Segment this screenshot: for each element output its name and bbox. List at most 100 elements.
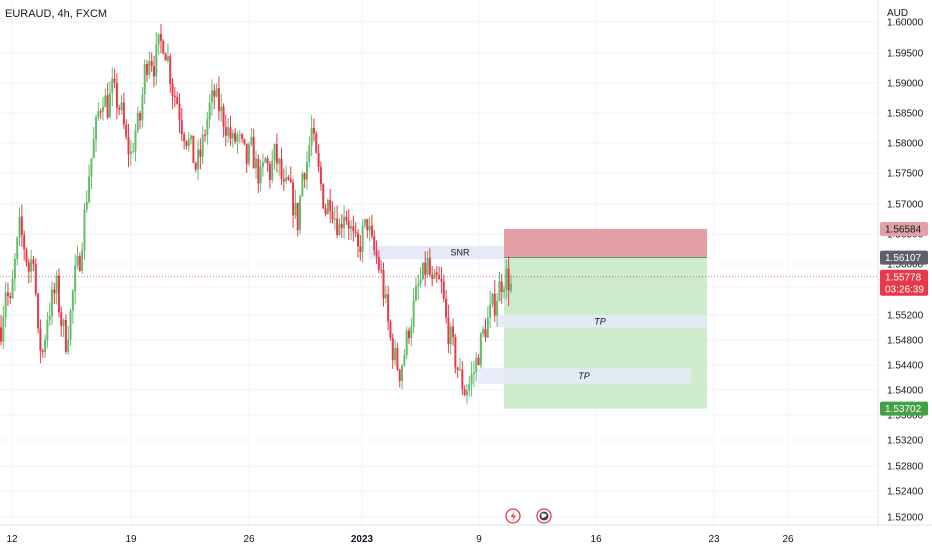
candle[interactable] <box>238 129 241 144</box>
candle[interactable] <box>57 268 60 318</box>
candle[interactable] <box>85 189 88 213</box>
candle[interactable] <box>259 159 262 192</box>
candle[interactable] <box>194 161 197 173</box>
candle[interactable] <box>111 67 114 107</box>
candle[interactable] <box>373 230 376 256</box>
candle[interactable] <box>25 247 28 267</box>
candle[interactable] <box>250 127 253 147</box>
candle[interactable] <box>477 353 480 366</box>
candle[interactable] <box>419 266 422 288</box>
candle[interactable] <box>210 79 213 116</box>
candle[interactable] <box>6 282 9 306</box>
candle[interactable] <box>336 205 339 238</box>
candle[interactable] <box>229 115 232 146</box>
candle[interactable] <box>74 253 77 305</box>
candle[interactable] <box>162 39 165 55</box>
candle[interactable] <box>67 325 70 355</box>
candle[interactable] <box>447 304 450 354</box>
candle[interactable] <box>185 140 188 150</box>
candle[interactable] <box>463 385 466 397</box>
candle[interactable] <box>398 368 401 388</box>
candle[interactable] <box>222 103 225 138</box>
candle[interactable] <box>227 117 230 143</box>
candle[interactable] <box>236 131 239 154</box>
candle[interactable] <box>141 87 144 128</box>
candle[interactable] <box>169 53 172 93</box>
candle[interactable] <box>102 96 104 121</box>
candle[interactable] <box>278 157 281 176</box>
candle[interactable] <box>60 306 63 337</box>
candle[interactable] <box>204 129 206 142</box>
candle[interactable] <box>178 93 181 134</box>
candle[interactable] <box>129 139 132 167</box>
candle[interactable] <box>118 104 121 116</box>
candle[interactable] <box>231 129 234 148</box>
candle[interactable] <box>0 314 2 346</box>
candle[interactable] <box>136 106 139 134</box>
candle[interactable] <box>76 245 79 270</box>
globe-event-icon[interactable] <box>536 508 552 524</box>
stop-price-tag[interactable]: 1.56584 <box>880 221 928 236</box>
candle[interactable] <box>206 111 209 145</box>
candle[interactable] <box>41 348 44 358</box>
entry-price-tag[interactable]: 1.56107 <box>880 250 928 265</box>
candle[interactable] <box>55 270 58 305</box>
candle[interactable] <box>331 201 334 224</box>
candle[interactable] <box>48 302 51 327</box>
candle[interactable] <box>143 59 146 105</box>
candle[interactable] <box>322 183 325 210</box>
tp-zone[interactable] <box>497 315 707 328</box>
candle[interactable] <box>465 384 468 404</box>
candle[interactable] <box>20 204 23 247</box>
candle[interactable] <box>493 280 496 323</box>
candle[interactable] <box>350 219 353 241</box>
candle[interactable] <box>394 339 397 366</box>
candle[interactable] <box>32 255 35 272</box>
candle[interactable] <box>428 247 431 277</box>
candle[interactable] <box>27 258 30 284</box>
candle[interactable] <box>507 256 510 307</box>
candle[interactable] <box>312 118 315 142</box>
candle[interactable] <box>139 110 142 130</box>
candle[interactable] <box>104 88 107 108</box>
take-profit-zone[interactable] <box>504 257 707 409</box>
candle[interactable] <box>454 333 457 374</box>
candle[interactable] <box>127 123 130 168</box>
candle[interactable] <box>445 290 448 324</box>
candle[interactable] <box>299 194 302 235</box>
candle[interactable] <box>510 274 512 294</box>
currency-label[interactable]: AUD <box>887 8 908 19</box>
candle[interactable] <box>9 292 12 304</box>
candle[interactable] <box>468 376 471 397</box>
candle[interactable] <box>164 52 167 61</box>
candle[interactable] <box>252 128 255 169</box>
candle[interactable] <box>319 161 322 191</box>
candle[interactable] <box>486 306 489 338</box>
candle[interactable] <box>18 207 21 247</box>
candle[interactable] <box>34 258 37 297</box>
candle[interactable] <box>153 55 155 88</box>
tp-zone[interactable] <box>478 368 691 384</box>
candle[interactable] <box>408 327 410 345</box>
candle[interactable] <box>357 229 359 258</box>
candle[interactable] <box>120 95 123 115</box>
candle[interactable] <box>81 242 84 274</box>
candle[interactable] <box>271 149 274 184</box>
candle[interactable] <box>99 108 102 119</box>
candle[interactable] <box>459 358 461 372</box>
candle[interactable] <box>241 132 244 143</box>
candle[interactable] <box>51 281 53 325</box>
candle[interactable] <box>498 271 501 302</box>
symbol-title[interactable]: EURAUD, 4h, FXCM <box>5 8 107 20</box>
candle[interactable] <box>426 250 429 278</box>
candle[interactable] <box>375 240 378 264</box>
candle[interactable] <box>115 73 118 120</box>
candle[interactable] <box>30 249 33 283</box>
candle[interactable] <box>405 326 408 360</box>
flash-icon[interactable] <box>505 508 521 524</box>
candle[interactable] <box>479 332 482 369</box>
candle[interactable] <box>187 131 190 153</box>
candle[interactable] <box>95 114 98 153</box>
candle[interactable] <box>491 292 494 308</box>
